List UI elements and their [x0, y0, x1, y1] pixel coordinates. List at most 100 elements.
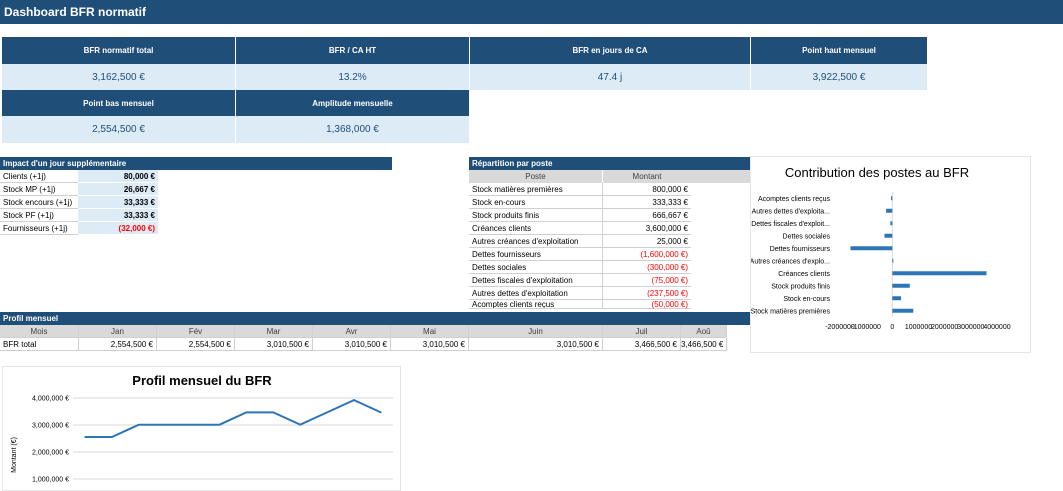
impact-label: Stock MP (+1j)	[0, 183, 78, 196]
x-tick-label: 3000000	[957, 324, 984, 331]
bar-category-label: Créances clients	[778, 271, 830, 278]
kpi-label: BFR en jours de CA	[470, 37, 751, 64]
repartition-row: Autres dettes d'exploitation (237,500 €)	[469, 287, 750, 300]
x-tick-label: 0	[890, 324, 894, 331]
repartition-row: Dettes fournisseurs (1,600,000 €)	[469, 248, 750, 261]
page-title: Dashboard BFR normatif	[0, 0, 1063, 24]
repartition-label: Créances clients	[469, 222, 603, 235]
bar-category-label: Stock en-cours	[783, 296, 830, 303]
profil-chart-svg: Profil mensuel du BFR Montant (€) 4,000,0…	[11, 373, 393, 484]
x-tick-label: -1000000	[851, 324, 881, 331]
repartition-label: Stock produits finis	[469, 209, 603, 222]
impact-row: Stock encours (+1j) 33,333 €	[0, 196, 392, 209]
repartition-row: Stock en-cours 333,333 €	[469, 196, 750, 209]
y-axis-label: Montant (€)	[11, 437, 18, 473]
repartition-row: Dettes fiscales d'exploitation (75,000 €)	[469, 274, 750, 287]
repartition-value: 25,000 €	[603, 235, 691, 248]
repartition-value: 3,600,000 €	[603, 222, 691, 235]
impact-row: Clients (+1j) 80,000 €	[0, 170, 392, 183]
profil-row-value: 3,466,500 €	[681, 338, 727, 351]
profil-col-mois: Mois	[0, 325, 79, 338]
repartition-section: Répartition par poste Poste Montant Stoc…	[469, 157, 750, 326]
y-tick-label: 4,000,000 €	[32, 396, 69, 403]
repartition-label: Stock matières premières	[469, 183, 603, 196]
bar	[892, 271, 987, 276]
repartition-label: Autres créances d'exploitation	[469, 235, 603, 248]
data-point	[191, 423, 194, 426]
bar	[850, 246, 893, 251]
bar	[884, 233, 893, 238]
profil-row-value: 3,010,500 €	[235, 338, 313, 351]
repartition-value: 333,333 €	[603, 196, 691, 209]
chart-title: Contribution des postes au BFR	[785, 165, 969, 180]
profil-header: Mois Jan Fév Mar Avr Mai Juin Juil Aoû	[0, 325, 750, 338]
x-tick-label: 1000000	[905, 324, 932, 331]
repartition-label: Autres dettes d'exploitation	[469, 287, 603, 300]
data-point	[380, 411, 382, 414]
bar	[886, 208, 893, 213]
y-tick-label: 2,000,000 €	[32, 450, 69, 457]
profil-row-value: 2,554,500 €	[157, 338, 235, 351]
bar-category-label: Autres dettes d'exploita...	[752, 208, 830, 215]
profil-row-value: 2,554,500 €	[79, 338, 157, 351]
kpi-label: Point haut mensuel	[751, 37, 928, 64]
kpi-row-2: Point bas mensuel Amplitude mensuelle 2,…	[2, 90, 470, 143]
repartition-value: (1,600,000 €)	[603, 248, 691, 261]
profil-col-month: Avr	[313, 325, 391, 338]
repartition-row: Acomptes clients reçus (50,000 €)	[469, 300, 750, 309]
profil-row-label: BFR total	[0, 338, 79, 351]
profil-col-month: Fév	[157, 325, 235, 338]
kpi-value: 13.2%	[236, 64, 470, 90]
data-point	[84, 436, 86, 438]
impact-row: Fournisseurs (+1j) (32,000 €)	[0, 222, 392, 235]
impact-title: Impact d'un jour supplémentaire	[0, 157, 392, 170]
repartition-value: (237,500 €)	[603, 287, 691, 300]
bar	[892, 283, 910, 288]
impact-row: Stock PF (+1j) 33,333 €	[0, 209, 392, 222]
data-point	[353, 399, 355, 401]
data-point	[111, 436, 113, 438]
repartition-title: Répartition par poste	[469, 157, 750, 170]
kpi-label: Amplitude mensuelle	[236, 90, 470, 116]
profil-col-month: Mar	[235, 325, 313, 338]
bar	[892, 258, 894, 263]
contribution-chart: Contribution des postes au BFR Acomptes …	[750, 156, 1031, 353]
data-point	[164, 423, 167, 426]
repartition-label: Dettes sociales	[469, 261, 603, 274]
kpi-value: 3,162,500 €	[2, 64, 236, 90]
contribution-chart-svg: Contribution des postes au BFR Acomptes …	[750, 165, 1011, 331]
profil-col-month: Mai	[391, 325, 469, 338]
repartition-value: (50,000 €)	[603, 300, 691, 309]
x-tick-label: 2000000	[931, 324, 958, 331]
data-point	[138, 423, 140, 426]
repartition-row: Créances clients 3,600,000 €	[469, 222, 750, 235]
repartition-label: Acomptes clients reçus	[469, 300, 603, 309]
profil-col-month: Juil	[603, 325, 681, 338]
kpi-value: 2,554,500 €	[2, 116, 236, 143]
repartition-value: (300,000 €)	[603, 261, 691, 274]
repartition-value: 800,000 €	[603, 183, 691, 196]
profil-row-value: 3,010,500 €	[469, 338, 603, 351]
impact-section: Impact d'un jour supplémentaire Clients …	[0, 157, 392, 235]
repartition-row: Stock produits finis 666,667 €	[469, 209, 750, 222]
repartition-row: Autres créances d'exploitation 25,000 €	[469, 235, 750, 248]
y-tick-label: 3,000,000 €	[32, 423, 69, 430]
profil-col-month: Juin	[469, 325, 603, 338]
repartition-label: Stock en-cours	[469, 196, 603, 209]
impact-value: 33,333 €	[78, 196, 158, 209]
bar-category-label: Dettes sociales	[783, 233, 831, 240]
bar	[890, 221, 893, 226]
bar-category-label: Dettes fiscales d'exploit...	[751, 221, 830, 228]
kpi-label: BFR normatif total	[2, 37, 236, 64]
data-point	[218, 423, 221, 426]
repartition-value: (75,000 €)	[603, 274, 691, 287]
x-tick-label: 4000000	[983, 324, 1010, 331]
kpi-label: BFR / CA HT	[236, 37, 470, 64]
profil-row-value: 3,010,500 €	[313, 338, 391, 351]
impact-table: Clients (+1j) 80,000 € Stock MP (+1j) 26,66…	[0, 170, 392, 235]
profil-col-month: Jan	[79, 325, 157, 338]
profil-section: Profil mensuel Mois Jan Fév Mar Avr Mai Juin Ju…	[0, 312, 750, 351]
data-point	[272, 411, 275, 414]
impact-value: 33,333 €	[78, 209, 158, 222]
col-montant: Montant	[632, 172, 662, 181]
